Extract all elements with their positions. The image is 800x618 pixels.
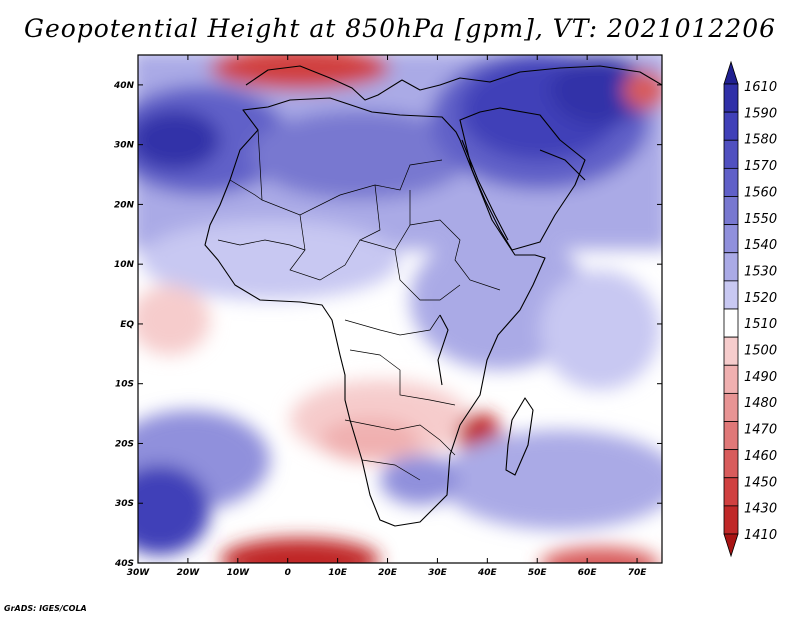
- africa-coastline: [204, 97, 546, 527]
- colorbar-label: 1510: [744, 317, 777, 332]
- border-line: [257, 129, 443, 216]
- border-line: [217, 239, 306, 251]
- border-line: [409, 219, 501, 291]
- great-lakes: [437, 314, 449, 386]
- country-borders: [217, 129, 501, 481]
- field-atlantic-high-core: [138, 110, 220, 170]
- colorbar-label: 1570: [744, 159, 777, 174]
- chart-title: Geopotential Height at 850hPa [gpm], VT:…: [23, 14, 777, 43]
- height-field: [138, 55, 662, 563]
- persian-gulf: [539, 149, 586, 181]
- field-kalahari-core: [320, 418, 420, 462]
- longitude-ticks: 30W 20W 10W 0 10E 20E 30E 40E 50E 60E 70E: [127, 55, 647, 578]
- colorbar-swatch: [723, 280, 739, 310]
- border-line: [344, 314, 441, 336]
- field-southern-low-a: [220, 538, 380, 563]
- colorbar-swatch: [723, 505, 739, 535]
- latitude-ticks: 40N 30N 20N 10N EQ 10S 20S 30S 40S: [113, 81, 662, 569]
- colorbar-label: 1610: [744, 80, 777, 95]
- field-gulf-guinea-low: [138, 285, 210, 355]
- lon-tick-label: 10E: [328, 568, 348, 578]
- field-south-indian: [440, 430, 662, 530]
- colorbar-label: 1460: [744, 449, 777, 464]
- field-persia-core: [550, 55, 650, 125]
- field-west-africa: [140, 220, 400, 300]
- lon-tick-label: 60E: [578, 568, 598, 578]
- colorbar-label: 1530: [744, 264, 777, 279]
- colorbar-label: 1470: [744, 423, 777, 438]
- field-sahara-ridge: [250, 110, 470, 200]
- border-line: [394, 249, 461, 301]
- border-line: [229, 179, 263, 201]
- colorbar-swatch: [723, 364, 739, 394]
- colorbar-swatch: [723, 336, 739, 366]
- lon-tick-label: 50E: [528, 568, 548, 578]
- lon-tick-label: 40E: [477, 568, 498, 578]
- colorbar-label: 1500: [744, 344, 777, 359]
- colorbar-swatch: [723, 111, 739, 141]
- colorbar-label: 1410: [744, 528, 777, 543]
- plot-frame: [137, 54, 663, 564]
- arabia-coastline: [459, 107, 586, 251]
- border-line: [361, 459, 421, 481]
- colorbar-swatch: [723, 421, 739, 451]
- lat-tick-label: 30N: [114, 141, 135, 151]
- colorbar-label: 1520: [744, 291, 777, 306]
- lon-tick-label: 70E: [628, 568, 648, 578]
- lat-tick-label: 40S: [114, 559, 134, 569]
- colorbar-bottom-arrow: [723, 533, 739, 558]
- colorbar-label: 1480: [744, 396, 777, 411]
- colorbar-swatch: [723, 392, 739, 422]
- lon-tick-label: 20W: [177, 568, 201, 578]
- colorbar-label: 1550: [744, 212, 777, 227]
- colorbar-swatch: [723, 224, 739, 254]
- colorbar-label: 1490: [744, 370, 777, 385]
- lon-tick-label: 20E: [378, 568, 398, 578]
- coastlines: [204, 65, 662, 527]
- colorbar-label: 1450: [744, 475, 777, 490]
- colorbar-swatch: [723, 308, 739, 338]
- border-line: [359, 184, 411, 251]
- border-line: [349, 349, 456, 406]
- colorbar-label: 1540: [744, 238, 777, 253]
- border-line: [344, 419, 456, 456]
- lon-tick-label: 30E: [428, 568, 448, 578]
- field-southern-low-b: [540, 547, 660, 563]
- colorbar-top-arrow: [723, 60, 739, 85]
- colorbar-swatch: [723, 449, 739, 479]
- colorbar: 1610 1590 1580 1570 1560 1550 1540 1530 1520 1510…: [723, 60, 777, 558]
- lat-tick-label: 30S: [115, 499, 134, 509]
- lat-tick-label: 20N: [114, 200, 135, 210]
- field-med-low: [210, 55, 390, 90]
- field-south-atlantic-core: [138, 465, 210, 555]
- colorbar-swatch: [723, 196, 739, 226]
- lat-tick-label: 20S: [115, 439, 134, 449]
- colorbar-label: 1430: [744, 502, 777, 517]
- colorbar-label: 1560: [744, 185, 777, 200]
- lon-tick-label: 30W: [127, 568, 151, 578]
- madagascar: [505, 397, 534, 476]
- lat-tick-label: 40N: [113, 81, 135, 91]
- lon-tick-label: 10W: [227, 568, 251, 578]
- lat-tick-label: EQ: [120, 320, 134, 330]
- field-indian-ocean: [540, 270, 660, 390]
- lat-tick-label: 10N: [114, 260, 135, 270]
- colorbar-label: 1580: [744, 133, 777, 148]
- lat-tick-label: 10S: [115, 380, 134, 390]
- colorbar-swatch: [723, 167, 739, 197]
- border-line: [289, 214, 361, 281]
- colorbar-swatch: [723, 477, 739, 507]
- europe-coastline: [245, 65, 662, 101]
- credit-text: GrADS: IGES/COLA: [4, 604, 87, 613]
- colorbar-swatch: [723, 252, 739, 282]
- colorbar-swatch: [723, 139, 739, 169]
- red-sea: [461, 139, 509, 241]
- lon-tick-label: 0: [285, 568, 291, 578]
- colorbar-swatch: [723, 83, 739, 113]
- colorbar-label: 1590: [744, 106, 777, 121]
- field-east-low: [623, 70, 662, 110]
